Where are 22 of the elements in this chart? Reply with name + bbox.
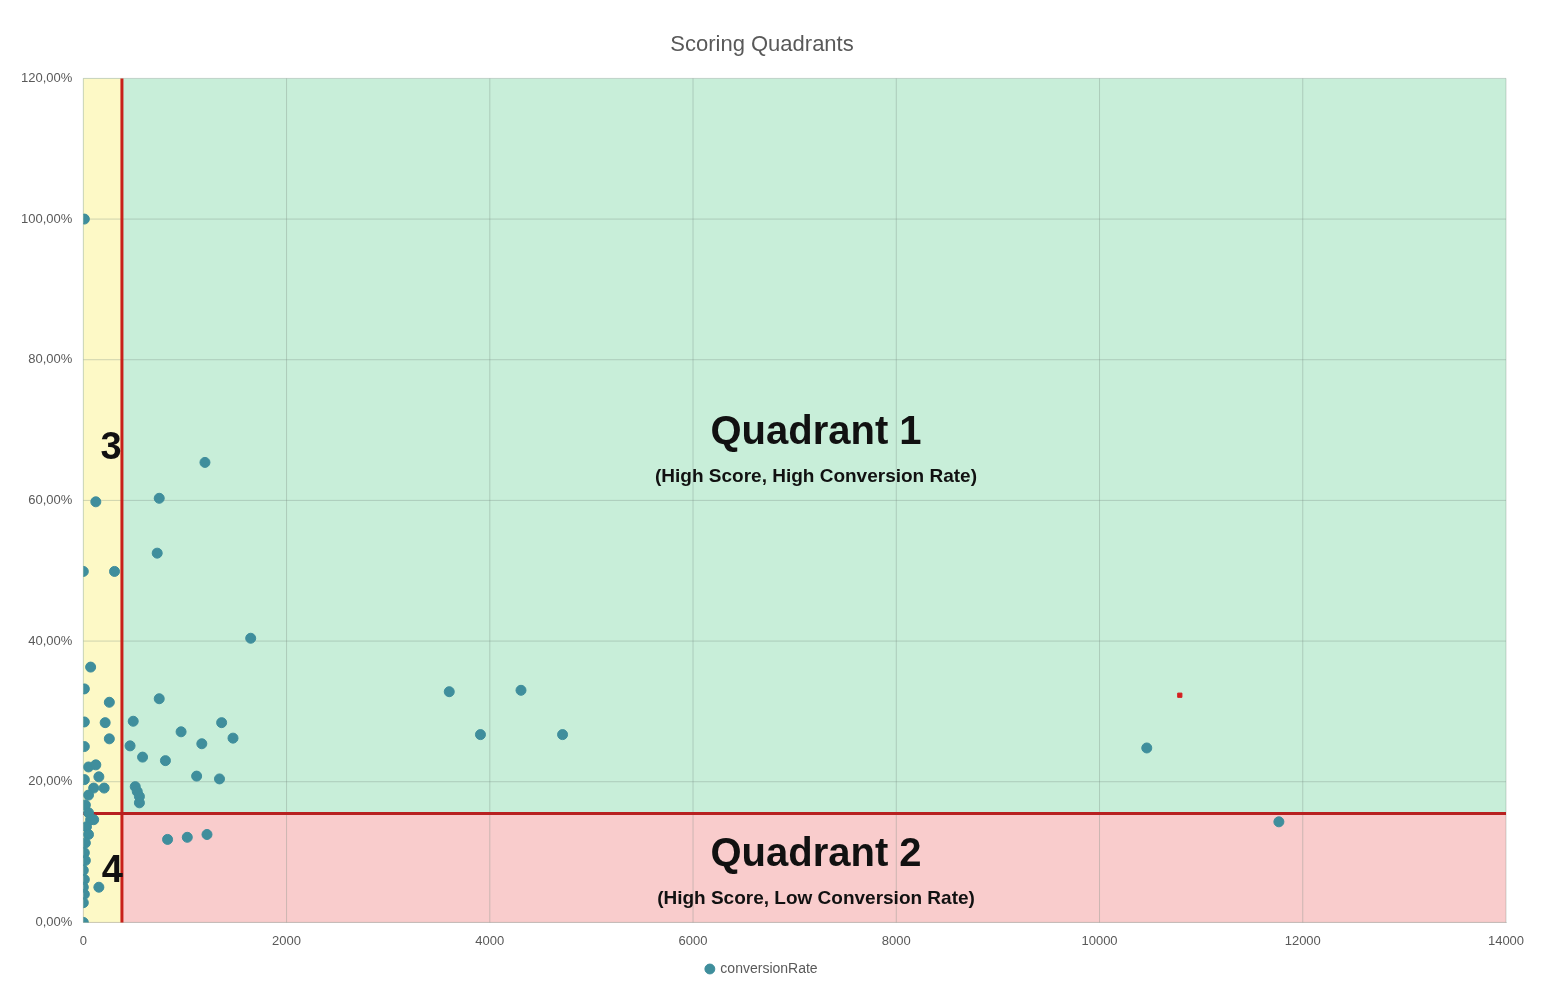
- y-tick-label: 120,00%: [20, 69, 73, 85]
- y-tick-label: 80,00%: [28, 351, 73, 367]
- annotation: (High Score, High Conversion Rate): [655, 465, 977, 487]
- y-tick-label: 0,00%: [35, 913, 73, 929]
- y-tick-label: 100,00%: [20, 210, 73, 226]
- annotation: Quadrant 2: [710, 829, 922, 874]
- x-tick-label: 14000: [1487, 932, 1525, 948]
- x-tick-label: 8000: [881, 932, 911, 948]
- y-tick-label: 20,00%: [28, 773, 73, 789]
- x-tick-label: 0: [79, 932, 87, 948]
- x-tick-label: 2000: [272, 932, 302, 948]
- x-tick-label: 12000: [1284, 932, 1321, 948]
- annotation: (High Score, Low Conversion Rate): [657, 887, 975, 909]
- x-tick-label: 10000: [1081, 932, 1118, 948]
- x-tick-label: 6000: [678, 932, 708, 948]
- chart-title: Scoring Quadrants: [670, 31, 854, 57]
- annotation: 3: [100, 424, 122, 467]
- x-tick-label: 4000: [475, 932, 505, 948]
- legend-label: conversionRate: [720, 959, 818, 976]
- y-tick-label: 60,00%: [28, 491, 73, 507]
- y-tick-label: 40,00%: [28, 632, 73, 648]
- annotation: Quadrant 1: [710, 407, 922, 452]
